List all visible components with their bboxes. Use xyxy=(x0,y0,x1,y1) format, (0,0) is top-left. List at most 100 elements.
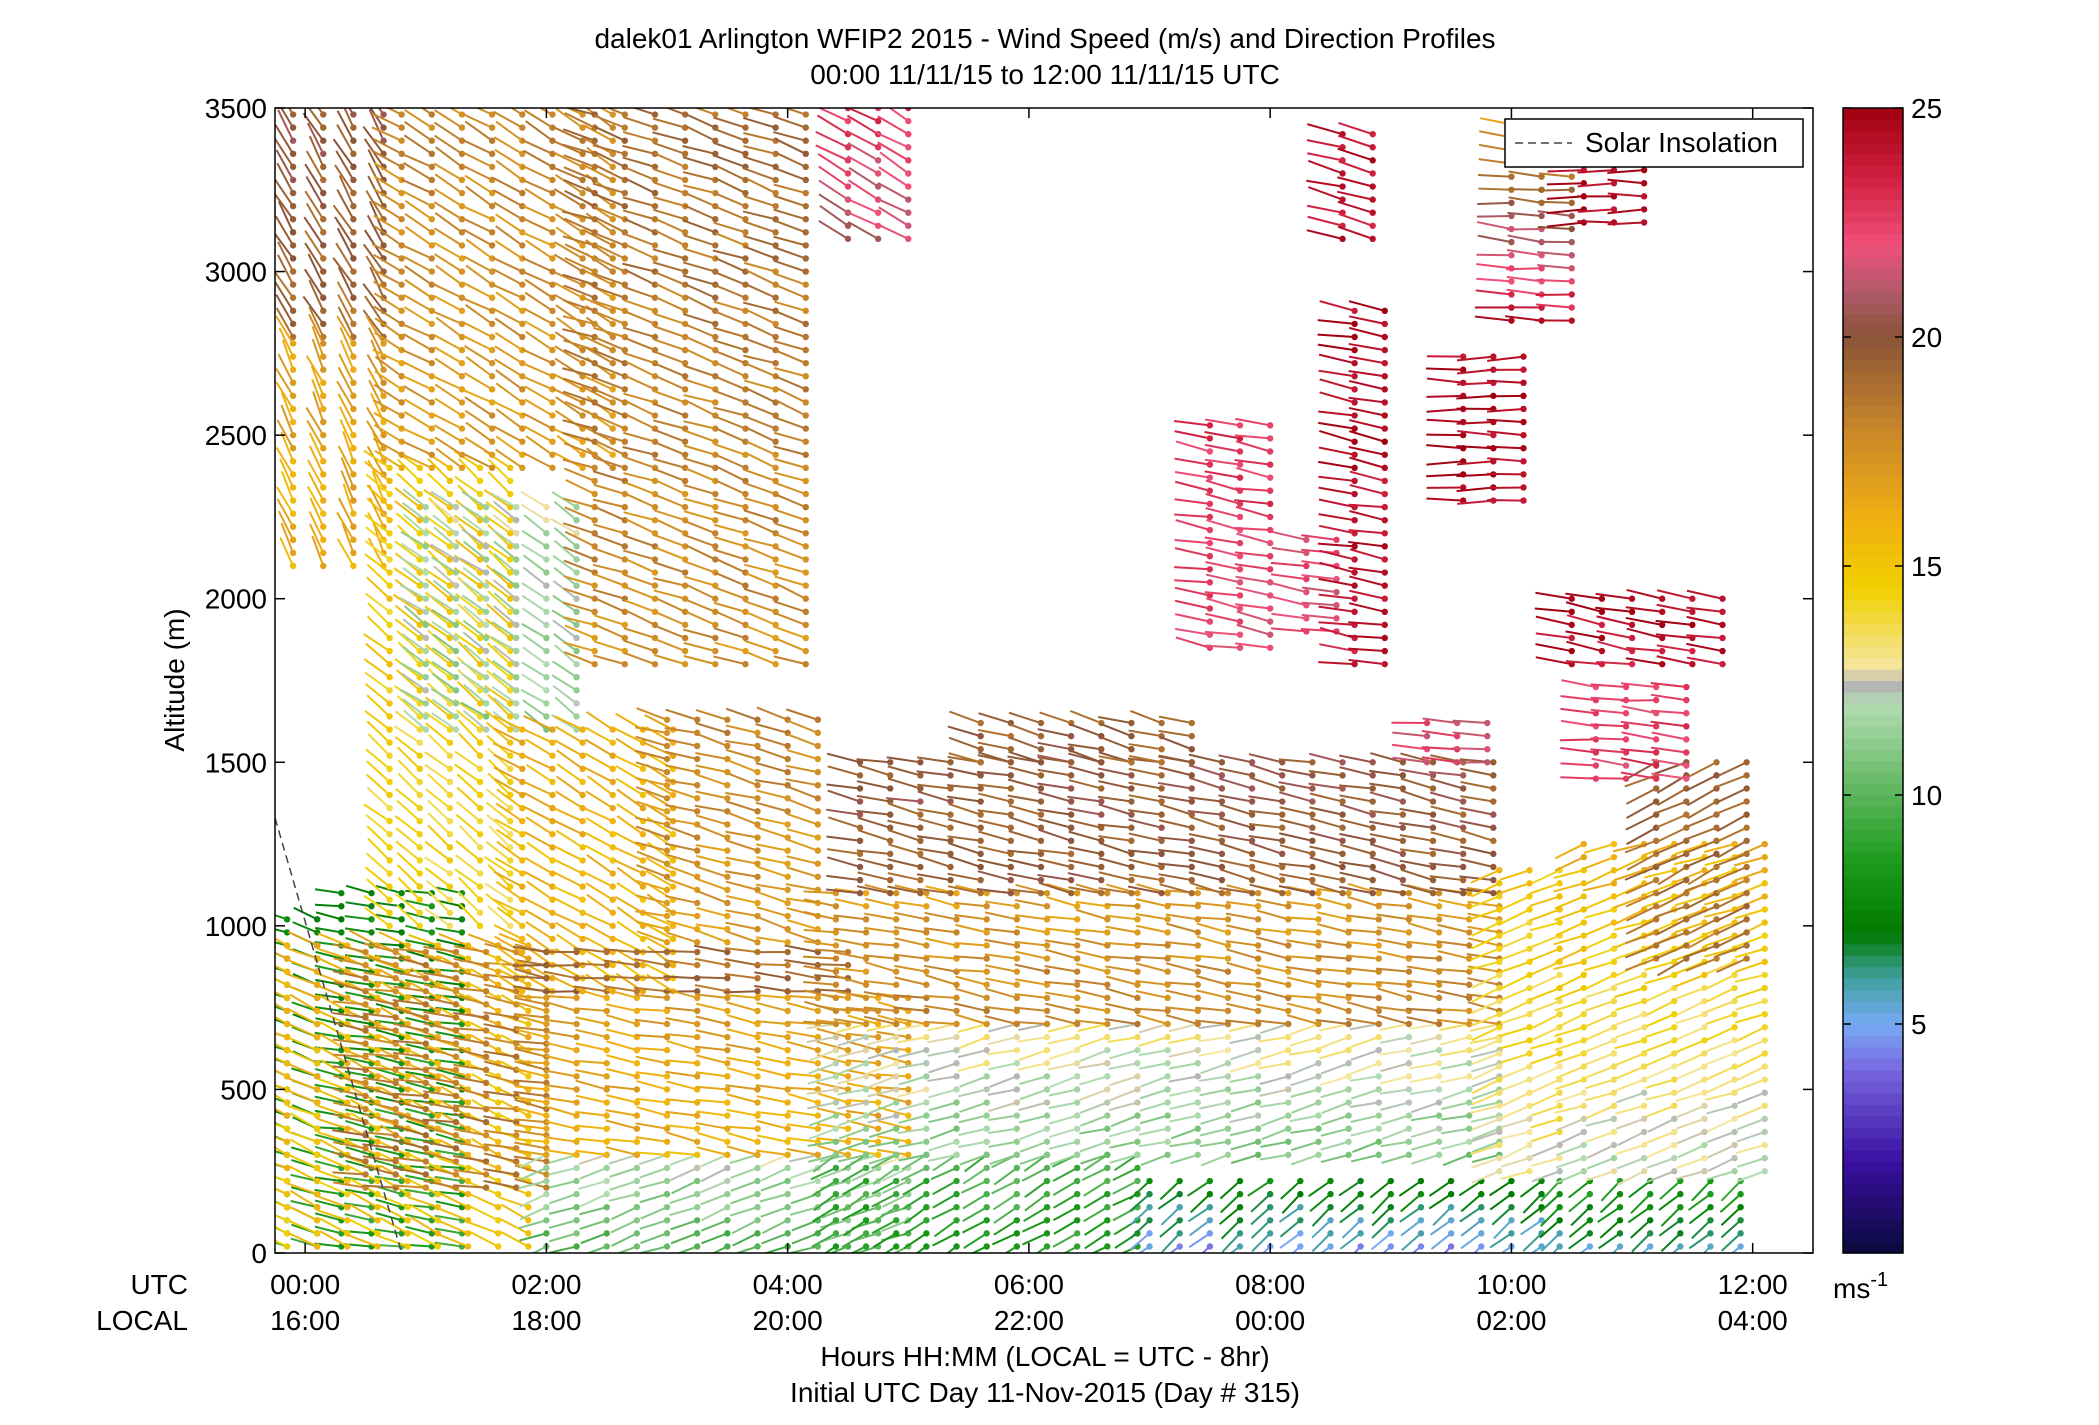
wind-barb-shaft xyxy=(436,899,463,908)
wind-barb-shaft xyxy=(613,846,644,862)
wind-barb-shaft xyxy=(454,632,481,652)
wind-barb-point xyxy=(507,490,514,498)
wind-barb-point xyxy=(404,994,411,1002)
wind-barb-shaft xyxy=(635,1122,668,1130)
wind-barb-point xyxy=(464,1020,472,1028)
wind-barb-point xyxy=(320,320,327,328)
wind-barb-shaft xyxy=(336,380,355,410)
wind-barb-shaft xyxy=(562,419,595,430)
wind-barb-shaft xyxy=(845,108,848,109)
wind-barb-shaft xyxy=(1349,1023,1379,1031)
wind-barb-shaft xyxy=(623,285,656,299)
wind-barb-shaft xyxy=(684,112,716,129)
wind-barb-shaft xyxy=(394,487,421,508)
wind-barb-point xyxy=(681,150,689,157)
wind-barb-point xyxy=(1194,1033,1202,1041)
wind-barb-point xyxy=(289,523,297,530)
wind-barb-shaft xyxy=(1018,1114,1048,1124)
wind-barb-shaft xyxy=(928,1114,957,1124)
wind-barb-shaft xyxy=(522,362,553,378)
wind-barb-point xyxy=(772,189,779,197)
wind-barb-shaft xyxy=(1229,1036,1259,1045)
wind-barb-point xyxy=(1194,1138,1202,1145)
wind-barb-shaft xyxy=(363,987,396,993)
wind-barb-point xyxy=(844,1151,852,1159)
wind-barb-shaft xyxy=(277,254,294,286)
wind-barb-shaft xyxy=(1053,1193,1078,1209)
wind-barb-point xyxy=(621,386,629,393)
wind-barb-point xyxy=(289,418,297,426)
wind-barb-shaft xyxy=(1471,1153,1500,1164)
wind-barb-shaft xyxy=(488,549,511,574)
wind-barb-point xyxy=(507,464,514,472)
wind-barb-point xyxy=(573,687,580,694)
wind-barb-shaft xyxy=(1441,1088,1470,1101)
wind-barb-point xyxy=(482,726,490,733)
wind-barb-shaft xyxy=(332,138,355,168)
wind-barb-shaft xyxy=(363,658,391,679)
wind-barb-shaft xyxy=(374,449,403,469)
wind-barb-shaft xyxy=(393,1124,427,1137)
wind-barb-shaft xyxy=(287,1077,318,1091)
wind-barb-point xyxy=(724,742,731,750)
wind-barb-shaft xyxy=(745,269,777,286)
wind-barb-shaft xyxy=(424,763,451,783)
wind-barb-shaft xyxy=(726,772,758,787)
wind-barb-point xyxy=(742,373,749,380)
wind-barb-point xyxy=(398,163,405,171)
wind-barb-point xyxy=(543,569,550,576)
wind-barb-point xyxy=(1375,1033,1382,1041)
wind-barb-point xyxy=(609,255,616,262)
wind-barb-shaft xyxy=(786,930,819,944)
wind-barb-point xyxy=(507,844,514,851)
wind-barb-shaft xyxy=(458,719,481,744)
wind-barb-shaft xyxy=(1260,1114,1289,1127)
wind-barb-point xyxy=(416,517,423,524)
wind-barb-shaft xyxy=(378,1194,409,1209)
wind-barb-point xyxy=(983,1046,990,1054)
wind-barb-shaft xyxy=(339,419,355,449)
wind-barb-point xyxy=(1073,1190,1081,1198)
wind-barb-shaft xyxy=(696,732,728,747)
wind-barb-point xyxy=(452,687,460,694)
wind-barb-point xyxy=(494,1138,502,1145)
wind-barb-shaft xyxy=(877,1135,909,1143)
wind-barb-shaft xyxy=(332,1021,366,1032)
wind-barb-point xyxy=(621,660,629,668)
wind-barb-point xyxy=(591,320,598,328)
wind-barb-point xyxy=(549,896,556,903)
wind-barb-shaft xyxy=(760,1153,789,1168)
wind-barb-shaft xyxy=(759,1193,788,1203)
wind-barb-shaft xyxy=(463,255,493,273)
wind-barb-shaft xyxy=(364,906,391,927)
wind-barb-shaft xyxy=(317,1131,348,1143)
wind-barb-point xyxy=(488,242,496,249)
wind-barb-shaft xyxy=(684,204,716,221)
wind-barb-point xyxy=(507,634,514,642)
wind-barb-shaft xyxy=(434,1175,463,1183)
wind-barb-shaft xyxy=(1108,1075,1138,1087)
wind-barb-shaft xyxy=(522,566,548,587)
wind-barb-point xyxy=(742,111,749,118)
wind-barb-point xyxy=(374,981,381,988)
wind-barb-shaft xyxy=(288,1154,318,1169)
wind-barb-point xyxy=(633,1190,641,1198)
wind-barb-shaft xyxy=(696,1132,728,1143)
wind-barb-shaft xyxy=(424,867,451,888)
wind-barb-shaft xyxy=(424,1046,457,1058)
wind-barb-shaft xyxy=(463,709,487,731)
wind-barb-shaft xyxy=(714,375,746,391)
wind-barb-point xyxy=(507,752,514,759)
wind-barb-shaft xyxy=(314,903,342,908)
wind-barb-shaft xyxy=(787,798,819,813)
wind-barb-point xyxy=(573,1164,580,1172)
wind-barb-point xyxy=(452,674,460,681)
wind-barb-point xyxy=(519,896,526,903)
wind-barb-shaft xyxy=(655,282,686,299)
wind-barb-shaft xyxy=(714,205,746,221)
wind-barb-shaft xyxy=(332,1181,366,1189)
wind-barb-point xyxy=(802,268,809,275)
wind-barb-shaft xyxy=(365,315,385,345)
wind-barb-shaft xyxy=(315,950,342,960)
wind-barb-point xyxy=(494,1190,502,1198)
